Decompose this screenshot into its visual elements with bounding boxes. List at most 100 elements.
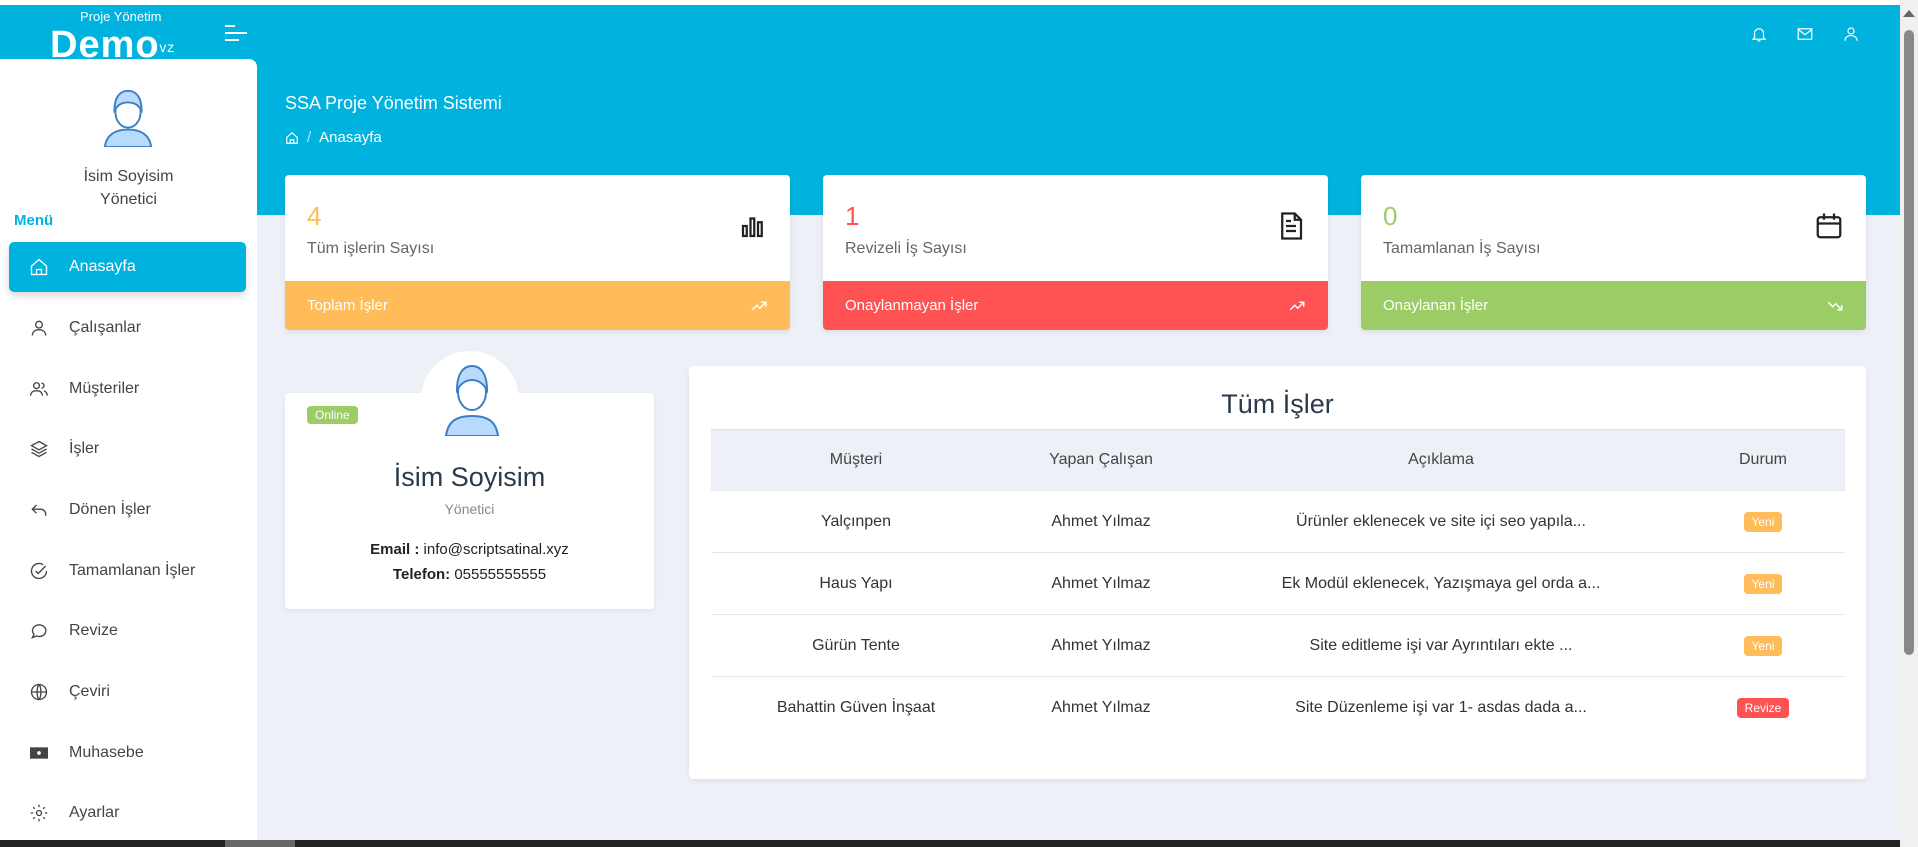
check-circle-icon bbox=[30, 562, 48, 580]
logo-text: Demoᵛᶻ bbox=[50, 24, 176, 66]
sidebar-item-label: Müşteriler bbox=[69, 380, 140, 397]
stat-card[interactable]: 0 Tamamlanan İş Sayısı Onaylanan İşler bbox=[1361, 175, 1866, 330]
cell-customer: Yalçınpen bbox=[711, 490, 1001, 553]
table-row[interactable]: Haus Yapı Ahmet Yılmaz Ek Modül eklenece… bbox=[711, 552, 1845, 615]
logo-subtitle: Proje Yönetim bbox=[80, 9, 162, 24]
stat-label: Revizeli İş Sayısı bbox=[845, 240, 967, 257]
sidebar-item[interactable]: Tamamlanan İşler bbox=[9, 546, 246, 596]
breadcrumb-separator: / bbox=[307, 129, 312, 146]
sidebar-item[interactable]: Muhasebe bbox=[9, 728, 246, 778]
sidebar-item-label: Anasayfa bbox=[69, 258, 136, 275]
sidebar-user-role: Yönetici bbox=[100, 191, 157, 208]
stat-footer-label: Onaylanmayan İşler bbox=[845, 297, 979, 314]
breadcrumb: / Anasayfa bbox=[285, 129, 382, 146]
sidebar-item-label: Çeviri bbox=[69, 683, 110, 700]
top-border bbox=[0, 0, 1900, 5]
cell-customer: Bahattin Güven İnşaat bbox=[711, 676, 1001, 739]
users-icon bbox=[30, 382, 48, 396]
sidebar: İsim Soyisim Yönetici Menü Anasayfa Çalış… bbox=[0, 59, 257, 847]
stat-card[interactable]: 1 Revizeli İş Sayısı Onaylanmayan İşler bbox=[823, 175, 1328, 330]
user-icon[interactable] bbox=[1842, 25, 1860, 43]
sidebar-item-label: Dönen İşler bbox=[69, 501, 151, 518]
stat-label: Tamamlanan İş Sayısı bbox=[1383, 240, 1541, 257]
scrollbar-thumb[interactable] bbox=[1904, 30, 1914, 655]
cell-employee: Ahmet Yılmaz bbox=[1001, 552, 1201, 615]
document-icon bbox=[1281, 212, 1303, 240]
stat-footer-label: Onaylanan İşler bbox=[1383, 297, 1489, 314]
column-header[interactable]: Yapan Çalışan bbox=[1001, 429, 1201, 491]
sidebar-item[interactable]: Ayarlar bbox=[9, 788, 246, 838]
chat-icon bbox=[30, 624, 47, 639]
trend-down-icon bbox=[1827, 301, 1843, 311]
trend-up-icon bbox=[1289, 301, 1305, 311]
home-icon bbox=[30, 258, 48, 276]
cell-description: Ürünler eklenecek ve site içi seo yapıla… bbox=[1201, 490, 1681, 553]
layers-icon bbox=[30, 440, 48, 458]
column-header[interactable]: Müşteri bbox=[711, 429, 1001, 491]
avatar bbox=[103, 89, 153, 147]
return-icon bbox=[31, 504, 47, 516]
cell-description: Site editleme işi var Ayrıntıları ekte .… bbox=[1201, 614, 1681, 677]
calendar-icon bbox=[1816, 213, 1842, 239]
vertical-scrollbar[interactable] bbox=[1900, 0, 1918, 847]
sidebar-item[interactable]: Müşteriler bbox=[9, 364, 246, 414]
stat-value: 1 bbox=[845, 201, 860, 231]
cell-customer: Gürün Tente bbox=[711, 614, 1001, 677]
profile-avatar bbox=[444, 364, 500, 436]
bar-chart-icon bbox=[741, 217, 763, 238]
status-badge: Revize bbox=[1736, 697, 1790, 718]
status-badge: Yeni bbox=[1743, 573, 1783, 594]
logo[interactable]: Proje Yönetim Demoᵛᶻ bbox=[50, 9, 210, 65]
page-title: SSA Proje Yönetim Sistemi bbox=[285, 93, 502, 113]
stat-card[interactable]: 4 Tüm işlerin Sayısı Toplam İşler bbox=[285, 175, 790, 330]
sidebar-item-label: Çalışanlar bbox=[69, 319, 142, 336]
sidebar-item-label: Muhasebe bbox=[69, 744, 144, 761]
status-badge: Yeni bbox=[1743, 511, 1783, 532]
stat-footer[interactable]: Toplam İşler bbox=[285, 281, 790, 330]
menu-label: Menü bbox=[14, 212, 54, 229]
cell-description: Site Düzenleme işi var 1- asdas dada a..… bbox=[1201, 676, 1681, 739]
sidebar-item[interactable]: Çeviri bbox=[9, 667, 246, 717]
sidebar-user-name: İsim Soyisim bbox=[83, 168, 174, 185]
scroll-up-arrow[interactable] bbox=[1903, 10, 1915, 17]
column-header[interactable]: Durum bbox=[1681, 429, 1845, 491]
cell-employee: Ahmet Yılmaz bbox=[1001, 676, 1201, 739]
gear-icon bbox=[30, 804, 48, 822]
sidebar-item[interactable]: Dönen İşler bbox=[9, 485, 246, 535]
money-icon bbox=[30, 747, 48, 759]
stat-footer[interactable]: Onaylanan İşler bbox=[1361, 281, 1866, 330]
table-row[interactable]: Gürün Tente Ahmet Yılmaz Site editleme i… bbox=[711, 614, 1845, 677]
trend-up-icon bbox=[751, 301, 767, 311]
horizontal-scrollbar-thumb[interactable] bbox=[225, 840, 295, 847]
cell-employee: Ahmet Yılmaz bbox=[1001, 614, 1201, 677]
status-badge: Yeni bbox=[1743, 635, 1783, 656]
sidebar-item[interactable]: Revize bbox=[9, 606, 246, 656]
table-row[interactable]: Bahattin Güven İnşaat Ahmet Yılmaz Site … bbox=[711, 676, 1845, 739]
jobs-table: Müşteri Yapan Çalışan Açıklama Durum Yal… bbox=[711, 429, 1845, 739]
stat-footer[interactable]: Onaylanmayan İşler bbox=[823, 281, 1328, 330]
jobs-card: Tüm İşler Müşteri Yapan Çalışan Açıklama… bbox=[689, 366, 1866, 779]
mail-icon[interactable] bbox=[1796, 25, 1814, 43]
stat-value: 0 bbox=[1383, 201, 1398, 231]
profile-email: Email : info@scriptsatinal.xyz bbox=[370, 541, 569, 558]
cell-description: Ek Modül eklenecek, Yazışmaya gel orda a… bbox=[1201, 552, 1681, 615]
column-header[interactable]: Açıklama bbox=[1201, 429, 1681, 491]
sidebar-item-label: Ayarlar bbox=[69, 804, 120, 821]
table-row[interactable]: Yalçınpen Ahmet Yılmaz Ürünler eklenecek… bbox=[711, 490, 1845, 553]
cell-customer: Haus Yapı bbox=[711, 552, 1001, 615]
sidebar-item[interactable]: İşler bbox=[9, 424, 246, 474]
globe-icon bbox=[30, 683, 48, 701]
sidebar-item[interactable]: Anasayfa bbox=[9, 242, 246, 292]
stat-footer-label: Toplam İşler bbox=[307, 297, 388, 314]
profile-role: Yönetici bbox=[444, 501, 495, 517]
home-icon[interactable] bbox=[285, 131, 299, 145]
sidebar-item[interactable]: Çalışanlar bbox=[9, 303, 246, 353]
horizontal-scrollbar[interactable] bbox=[0, 840, 1900, 847]
status-badge: Online bbox=[307, 406, 358, 424]
sidebar-item-label: Tamamlanan İşler bbox=[69, 562, 196, 579]
stat-label: Tüm işlerin Sayısı bbox=[307, 240, 435, 257]
menu-toggle-icon[interactable] bbox=[225, 25, 247, 43]
profile-phone: Telefon: 05555555555 bbox=[392, 566, 547, 583]
bell-icon[interactable] bbox=[1750, 25, 1768, 43]
cell-employee: Ahmet Yılmaz bbox=[1001, 490, 1201, 553]
